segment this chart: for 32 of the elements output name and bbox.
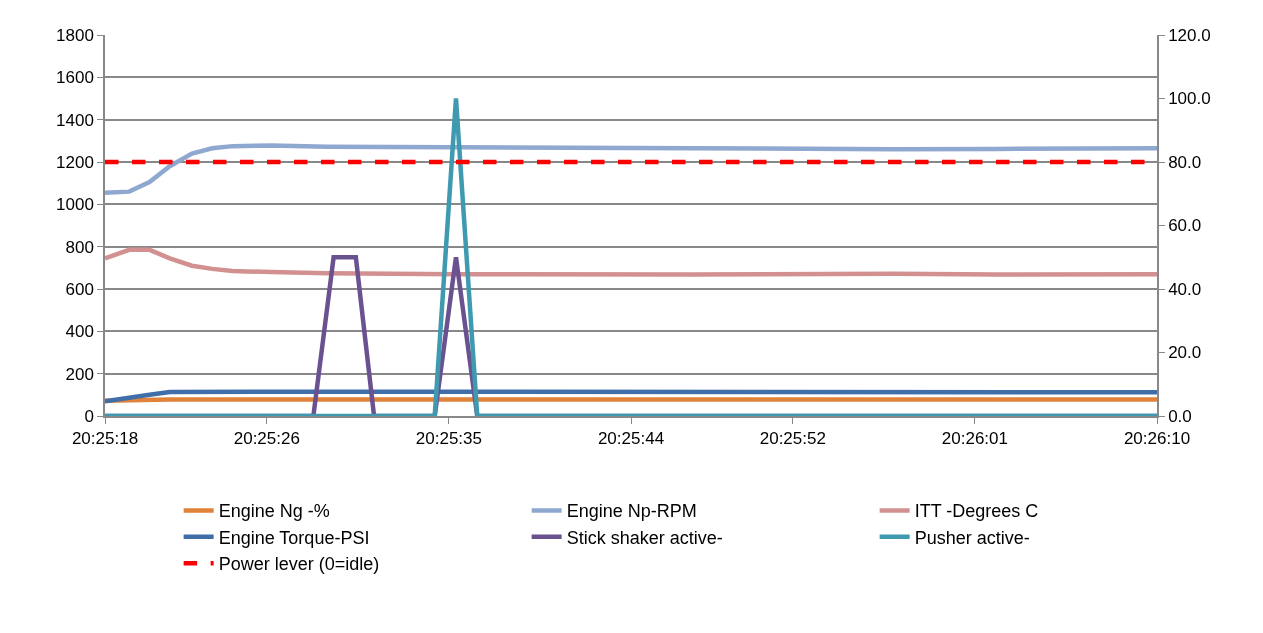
legend-label: ITT -Degrees C	[914, 501, 1039, 522]
y2-tick-label: 60.0	[1168, 216, 1202, 236]
y-tick-label: 1800	[56, 25, 94, 45]
y2-tick-label: 120.0	[1168, 25, 1211, 45]
legend-label: Engine Torque-PSI	[218, 527, 370, 548]
x-tick-label: 20:25:18	[71, 429, 139, 449]
y-tick-label: 1400	[56, 110, 94, 130]
y-tick-label: 1000	[56, 195, 94, 215]
x-tick-label: 20:25:44	[597, 429, 665, 449]
y-tick-label: 600	[65, 279, 94, 299]
x-tick-label: 20:26:10	[1123, 429, 1191, 449]
legend-label: Engine Ng -%	[218, 501, 330, 522]
line-series	[105, 389, 1157, 404]
y2-tick-label: 40.0	[1168, 279, 1202, 299]
y-tick-label: 800	[65, 237, 94, 257]
y-tick-label: 1600	[56, 68, 94, 88]
legend-label: Stick shaker active-	[566, 527, 723, 548]
y-tick-label: 0	[84, 406, 94, 426]
y2-tick-label: 20.0	[1168, 343, 1202, 363]
y2-tick-label: 100.0	[1168, 89, 1211, 109]
y-tick-label: 400	[65, 322, 94, 342]
x-tick-label: 20:25:35	[415, 429, 483, 449]
y-tick-label: 1200	[56, 152, 94, 172]
legend-label: Power lever (0=idle)	[218, 554, 380, 575]
legend-label: Engine Np-RPM	[566, 501, 697, 522]
x-tick-label: 20:25:26	[233, 429, 300, 449]
y-tick-label: 200	[65, 364, 94, 384]
y2-tick-label: 80.0	[1168, 152, 1202, 172]
x-tick-label: 20:26:01	[941, 429, 1009, 449]
x-tick-label: 20:25:52	[759, 429, 826, 449]
legend-label: Pusher active-	[914, 527, 1030, 548]
y2-tick-label: 0.0	[1168, 406, 1192, 426]
